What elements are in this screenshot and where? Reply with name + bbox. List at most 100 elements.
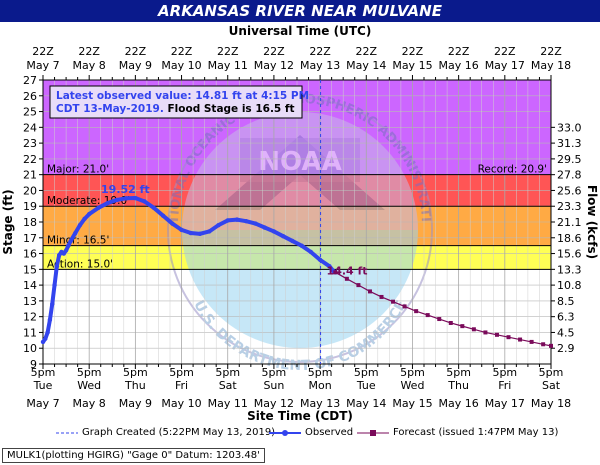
bottom-tick-time: 5pm xyxy=(354,366,379,379)
observed-point xyxy=(61,251,66,256)
flow-tick-label: 18.6 xyxy=(557,232,582,245)
observed-point xyxy=(96,205,101,210)
watermark-bird-icon xyxy=(215,135,385,210)
bottom-tick-weekday: Thu xyxy=(124,379,146,392)
chart-title: ARKANSAS RIVER NEAR MULVANE xyxy=(158,2,442,20)
bottom-tick-date: May 9 xyxy=(119,397,152,410)
y-tick-label: 26 xyxy=(23,90,37,103)
bottom-tick-time: 5pm xyxy=(492,366,517,379)
bottom-tick-time: 5pm xyxy=(400,366,425,379)
y-tick-label: 21 xyxy=(23,169,37,182)
observed-point xyxy=(197,231,203,237)
forecast-point xyxy=(494,332,499,337)
latest-value-label: 14.4 ft xyxy=(327,264,368,277)
legend-graph-created-label: Graph Created (5:22PM May 13, 2019) xyxy=(82,427,276,438)
legend-forecast: Forecast (issued 1:47PM May 13) xyxy=(356,427,558,438)
top-tick-time: 22Z xyxy=(494,45,516,58)
observed-point xyxy=(68,238,73,244)
top-tick-time: 22Z xyxy=(32,45,54,58)
bottom-tick-date: May 10 xyxy=(161,397,201,410)
forecast-point xyxy=(506,335,511,340)
observed-point xyxy=(299,243,304,248)
observed-point xyxy=(52,282,57,288)
flow-tick-label: 27.8 xyxy=(557,169,582,182)
observed-point xyxy=(179,227,184,233)
flow-tick-label: 2.9 xyxy=(557,342,575,355)
flow-tick-label: 8.5 xyxy=(557,295,575,308)
observed-point xyxy=(234,217,240,222)
forecast-point xyxy=(541,342,546,347)
watermark-lower-half xyxy=(182,230,418,348)
top-tick-time: 22Z xyxy=(217,45,239,58)
y-tick-label: 19 xyxy=(23,200,37,213)
observed-point xyxy=(262,225,267,230)
observed-point xyxy=(133,195,138,201)
info-box-line2: CDT 13-May-2019. Flood Stage is 16.5 ft xyxy=(56,103,294,115)
y-right-axis-label: Flow (kcfs) xyxy=(585,185,599,259)
flow-tick-label: 10.8 xyxy=(557,279,582,292)
bottom-tick-weekday: Sun xyxy=(263,379,284,392)
bottom-tick-date: May 7 xyxy=(26,397,59,410)
watermark-noaa-text: NOAA xyxy=(258,147,341,177)
forecast-point xyxy=(391,299,396,304)
flow-tick-label: 23.3 xyxy=(557,200,582,213)
observed-point xyxy=(225,218,230,223)
title-bar: ARKANSAS RIVER NEAR MULVANE xyxy=(0,0,600,22)
bottom-tick-date: May 15 xyxy=(392,397,432,410)
bottom-tick-weekday: Fri xyxy=(175,379,188,392)
top-tick-time: 22Z xyxy=(171,45,193,58)
dashed-line-icon xyxy=(56,432,78,433)
observed-point xyxy=(63,248,69,253)
top-tick-date: May 12 xyxy=(254,59,294,72)
bottom-tick-weekday: Tue xyxy=(356,379,376,392)
flow-tick-label: 29.5 xyxy=(557,153,582,166)
legend-observed-label: Observed xyxy=(305,427,354,438)
info-box-frame xyxy=(49,85,303,119)
top-tick-time: 22Z xyxy=(355,45,377,58)
observed-point xyxy=(290,238,295,244)
observed-line-icon xyxy=(269,429,301,436)
flow-tick-label: 21.1 xyxy=(557,216,582,229)
observed-point xyxy=(66,243,71,248)
bottom-tick-weekday: Tue xyxy=(33,379,53,392)
y-tick-label: 13 xyxy=(23,295,37,308)
y-tick-label: 12 xyxy=(23,311,37,324)
observed-point xyxy=(54,263,60,269)
top-axis-title: Universal Time (UTC) xyxy=(229,24,372,38)
bottom-tick-weekday: Wed xyxy=(400,379,424,392)
observed-point xyxy=(47,317,53,323)
gage-datum-footer: MULK1(plotting HGIRG) "Gage 0" Datum: 12… xyxy=(2,448,265,463)
bottom-tick-time: 5pm xyxy=(169,366,194,379)
forecast-point xyxy=(356,283,361,288)
y-tick-label: 20 xyxy=(23,184,37,197)
forecast-point xyxy=(425,313,430,318)
bottom-tick-date: May 12 xyxy=(254,397,294,410)
y-tick-label: 27 xyxy=(23,74,37,87)
bottom-tick-weekday: Fri xyxy=(498,379,511,392)
bottom-tick-weekday: Sat xyxy=(542,379,561,392)
flow-tick-label: 25.6 xyxy=(557,184,582,197)
observed-point xyxy=(280,234,286,239)
bottom-tick-time: 5pm xyxy=(215,366,240,379)
forecast-point xyxy=(402,304,407,309)
legend-observed: Observed xyxy=(268,427,353,438)
bottom-tick-time: 5pm xyxy=(123,366,148,379)
observed-point xyxy=(188,230,193,236)
bottom-tick-weekday: Wed xyxy=(77,379,101,392)
hydrograph-chart: Universal Time (UTC) Site Time (CDT) Sta… xyxy=(0,0,599,423)
forecast-point xyxy=(460,324,465,329)
observed-point xyxy=(317,257,323,263)
info-box-line1: Latest observed value: 14.81 ft at 4:15 … xyxy=(56,90,309,102)
observed-point xyxy=(253,221,258,226)
observed-point xyxy=(77,222,83,228)
peak-value-label: 19.52 ft xyxy=(101,183,150,196)
flow-tick-label: 13.3 xyxy=(557,263,582,276)
y-left-axis-label: Stage (ft) xyxy=(1,189,15,254)
observed-point xyxy=(216,222,221,228)
flow-tick-label: 4.5 xyxy=(557,326,575,339)
forecast-point xyxy=(518,337,523,342)
forecast-point xyxy=(549,343,553,348)
bottom-tick-time: 5pm xyxy=(77,366,102,379)
flow-tick-label: 31.3 xyxy=(557,137,582,150)
observed-point xyxy=(151,205,157,210)
